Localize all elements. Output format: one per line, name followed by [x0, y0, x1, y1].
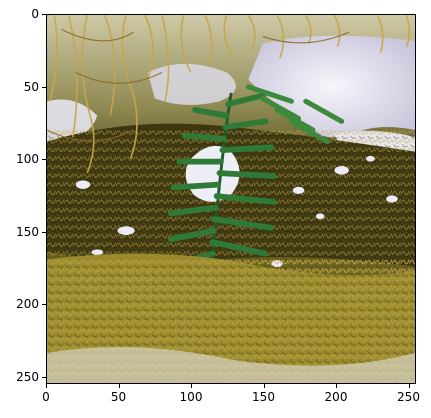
x-tick-mark: [118, 384, 120, 388]
y-tick-mark: [42, 159, 46, 160]
x-tick-mark: [336, 384, 337, 388]
fern-moss-snow-photo: [47, 15, 415, 383]
x-tick-label: 50: [110, 390, 127, 404]
y-tick-label: 50: [23, 79, 39, 94]
x-tick-label: 100: [179, 390, 203, 404]
image-axes: [46, 14, 416, 384]
x-tick-label: 0: [42, 390, 50, 404]
y-tick-label: 200: [16, 297, 39, 311]
x-tick-label: 150: [252, 390, 275, 404]
x-tick-label: 200: [324, 390, 348, 404]
x-tick-mark: [46, 384, 47, 388]
y-tick-mark: [42, 14, 46, 15]
x-tick-mark: [408, 384, 410, 388]
y-tick-mark: [42, 376, 46, 378]
y-tick-label: 150: [16, 224, 39, 239]
y-tick-mark: [42, 86, 46, 88]
y-tick-mark: [42, 304, 46, 305]
x-tick-mark: [263, 384, 265, 388]
y-tick-label: 100: [16, 152, 39, 166]
y-tick-label: 250: [16, 369, 39, 384]
y-tick-mark: [42, 231, 46, 233]
x-tick-label: 250: [397, 390, 420, 404]
x-tick-mark: [191, 384, 192, 388]
y-tick-label: 0: [31, 7, 39, 21]
